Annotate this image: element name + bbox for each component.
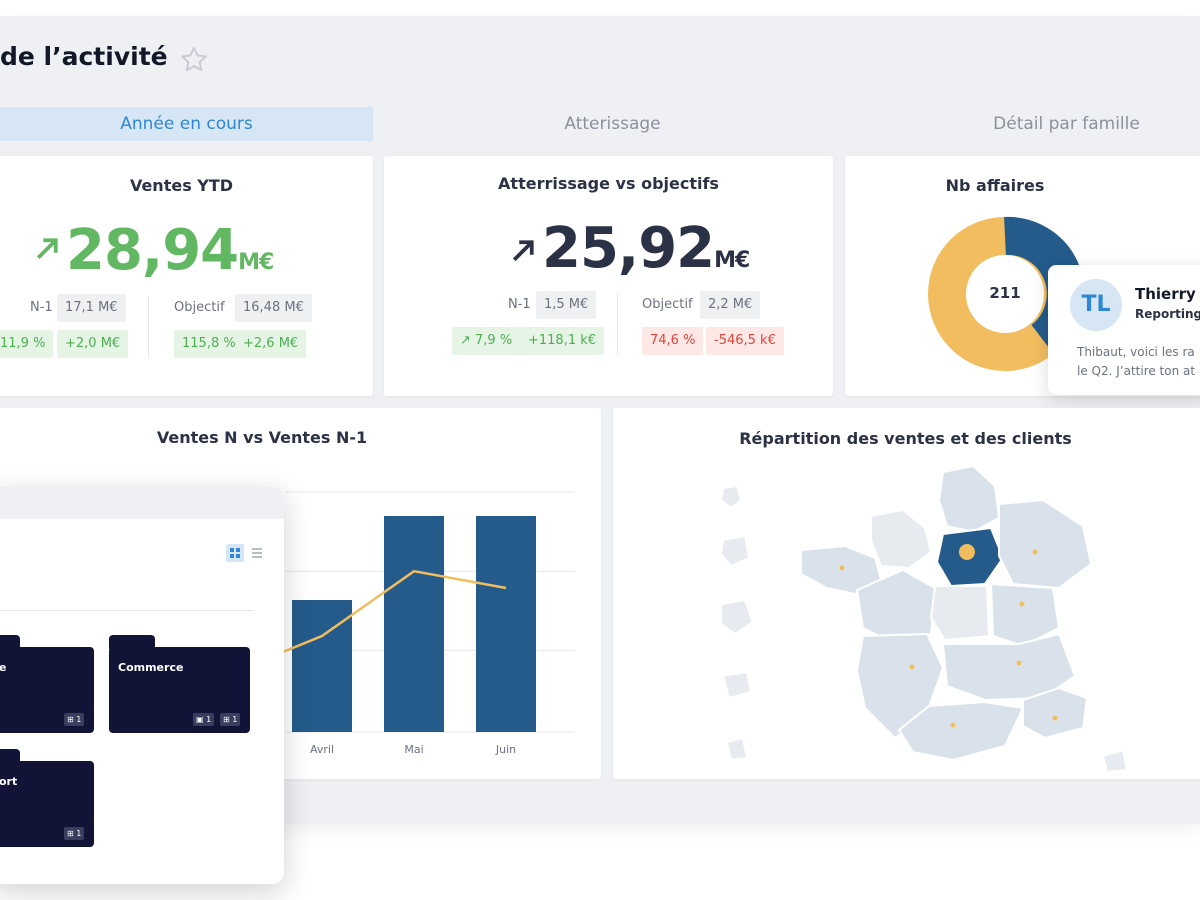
grid-view-icon[interactable] [226, 544, 244, 562]
objectif-label: Objectif [174, 300, 225, 315]
divider [617, 293, 618, 355]
objectif-delta: +2,6 M€ [235, 330, 307, 358]
objectif-value: 16,48 M€ [235, 294, 312, 322]
n1-pct: ↗ 7,9 % [452, 327, 521, 355]
map-marker [909, 664, 915, 670]
page-title: de l’activité [0, 42, 168, 71]
trend-up-icon [512, 240, 534, 262]
map-marker [1019, 601, 1025, 607]
objectif-value: 2,2 M€ [700, 291, 761, 319]
favorite-star-icon[interactable] [178, 44, 210, 76]
message-notification[interactable]: TL Thierry v Reporting Thibaut, voici le… [1048, 265, 1200, 395]
n1-delta: +2,0 M€ [57, 330, 129, 358]
map-card: Répartition des ventes et des clients [613, 408, 1200, 779]
tab-annee-en-cours[interactable]: Année en cours [0, 107, 373, 141]
map-marker-large [959, 544, 975, 560]
chart-bar [476, 516, 536, 732]
folder-label: e [0, 661, 7, 674]
kpi-ventes-card: Ventes YTD 28,94M€ N-1 17,1 M€ 11,9 % +2… [0, 156, 373, 396]
region-grand-est [998, 498, 1093, 590]
panel-header [0, 487, 284, 519]
sales-chart: Avril Mai Juin [274, 491, 575, 756]
n1-value: 17,1 M€ [57, 294, 126, 322]
overseas-territory [719, 484, 743, 510]
map-marker [1032, 549, 1038, 555]
folder-badge: ⊞ 1 [64, 713, 85, 726]
region-normandie [870, 508, 933, 570]
kpi-atterrissage-value: 25,92M€ [542, 216, 750, 281]
trend-up-icon [36, 238, 58, 260]
region-occitanie [897, 700, 1025, 762]
message-line-2: le Q2. J’attire ton at [1077, 364, 1196, 378]
folder-tab [109, 635, 155, 649]
message-subtitle: Reporting [1135, 307, 1200, 321]
message-line-1: Thibaut, voici les ra [1077, 345, 1195, 359]
overseas-territory [720, 598, 755, 636]
kpi-affaires-title: Nb affaires [945, 176, 1045, 195]
tab-detail-famille[interactable]: Détail par famille [993, 114, 1140, 134]
divider [0, 610, 254, 611]
map-title: Répartition des ventes et des clients [739, 429, 1072, 448]
region-pays-de-la-loire [855, 568, 937, 646]
tab-atterissage[interactable]: Atterissage [564, 114, 661, 134]
region-paca [1022, 686, 1089, 740]
corse-island [1101, 748, 1129, 774]
chart-tick-label: Juin [495, 743, 516, 756]
overseas-territory [725, 736, 749, 762]
folder-commerce[interactable]: Commerce ▣ 1 ⊞ 1 [109, 647, 250, 733]
map-marker [839, 565, 845, 571]
folder-label: Commerce [118, 661, 184, 674]
folder-item[interactable]: e ⊞ 1 [0, 647, 94, 733]
region-bourgogne [989, 582, 1061, 648]
n1-label: N-1 [508, 297, 531, 312]
kpi-atterrissage-card: Atterrissage vs objectifs 25,92M€ N-1 1,… [384, 156, 833, 396]
folder-badge: ⊞ 1 [220, 713, 241, 726]
map-marker [1016, 660, 1022, 666]
donut-center-value: 211 [989, 284, 1021, 302]
objectif-pct: 115,8 % [174, 330, 244, 358]
region-centre [929, 585, 991, 642]
objectif-pct: 74,6 % [642, 327, 704, 355]
chart-bar [384, 516, 444, 732]
objectif-delta: -546,5 k€ [706, 327, 784, 355]
kpi-ventes-value: 28,94M€ [66, 218, 274, 283]
avatar: TL [1070, 279, 1122, 331]
kpi-atterrissage-title: Atterrissage vs objectifs [498, 174, 719, 193]
overseas-territory [719, 534, 751, 568]
chart-title: Ventes N vs Ventes N-1 [156, 428, 368, 447]
divider [148, 296, 149, 358]
message-sender: Thierry v [1135, 285, 1200, 303]
n1-label: N-1 [30, 300, 53, 315]
tab-bar: Année en cours Atterissage Détail par fa… [0, 107, 1200, 141]
chart-tick-label: Mai [404, 743, 423, 756]
n1-delta: +118,1 k€ [520, 327, 605, 355]
objectif-label: Objectif [642, 297, 693, 312]
map-marker [950, 722, 956, 728]
overseas-territory [721, 670, 753, 700]
folder-item[interactable]: ort ⊞ 1 [0, 761, 94, 847]
folder-label: ort [0, 775, 18, 788]
kpi-ventes-title: Ventes YTD [129, 176, 234, 195]
folder-badge: ⊞ 1 [64, 827, 85, 840]
chart-line-series [274, 569, 507, 657]
chart-tick-label: Avril [310, 743, 334, 756]
france-map [719, 464, 1129, 774]
folder-badge: ▣ 1 [193, 713, 215, 726]
region-hauts-de-france [937, 464, 1001, 534]
n1-value: 1,5 M€ [536, 291, 597, 319]
map-marker [1052, 715, 1058, 721]
folder-panel: e ⊞ 1 Commerce ▣ 1 ⊞ 1 ort ⊞ 1 [0, 487, 284, 884]
n1-pct: 11,9 % [0, 330, 54, 358]
list-view-icon[interactable] [252, 547, 262, 559]
